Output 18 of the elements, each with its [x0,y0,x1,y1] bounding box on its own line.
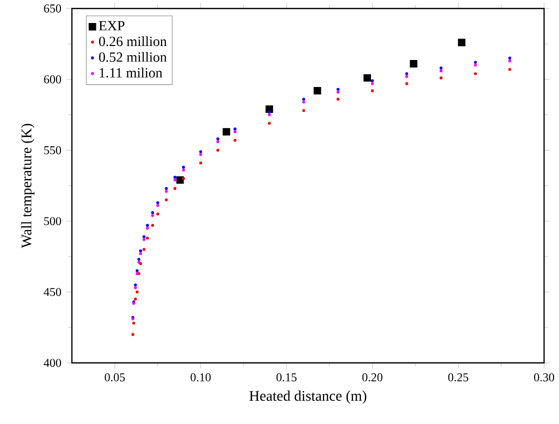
legend-label: 0.26 million [99,36,167,46]
y-tick-label: 450 [44,288,62,296]
x-tick-label: 0.25 [448,373,468,382]
x-tick-label: 0.15 [276,373,297,382]
x-tick-label: 0.05 [104,373,125,382]
x-tick-label: 0.10 [190,373,211,382]
y-axis-title: Wall temperature (K) [21,124,34,248]
x-axis-title: Heated distance (m) [249,390,366,404]
y-tick-label: 500 [44,217,62,226]
legend-label: 0.52 million [99,52,167,62]
legend-label: 1.11 milion [100,68,162,78]
x-tick-label: 0.30 [534,373,554,382]
y-tick-label: 550 [44,146,62,154]
y-tick-label: 400 [44,358,62,368]
x-tick-label: 0.20 [362,373,382,382]
legend-label: EXP [98,21,124,30]
y-tick-label: 650 [44,4,62,13]
y-tick-label: 600 [44,75,62,84]
